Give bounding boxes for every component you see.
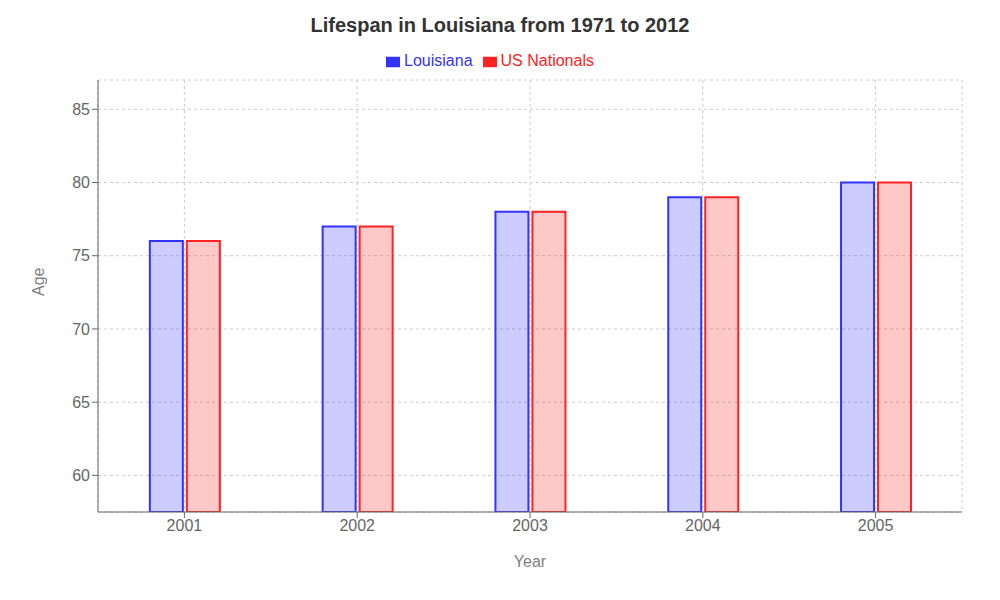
svg-text:75: 75 xyxy=(72,247,90,264)
svg-text:2002: 2002 xyxy=(339,517,375,534)
svg-text:Age: Age xyxy=(30,267,47,296)
svg-text:2001: 2001 xyxy=(167,517,203,534)
svg-text:2005: 2005 xyxy=(858,517,894,534)
svg-text:70: 70 xyxy=(72,321,90,338)
svg-text:2004: 2004 xyxy=(685,517,721,534)
svg-text:Year: Year xyxy=(514,553,547,570)
svg-text:85: 85 xyxy=(72,101,90,118)
svg-text:60: 60 xyxy=(72,467,90,484)
html-text:US Nationals: US Nationals xyxy=(500,52,594,69)
svg-text:65: 65 xyxy=(72,394,90,411)
svg-text:2003: 2003 xyxy=(512,517,548,534)
html-text:Lifespan in Louisiana from 197: Lifespan in Louisiana from 1971 to 2012 xyxy=(310,14,690,36)
html-text:Louisiana: Louisiana xyxy=(404,52,473,69)
svg-text:80: 80 xyxy=(72,174,90,191)
